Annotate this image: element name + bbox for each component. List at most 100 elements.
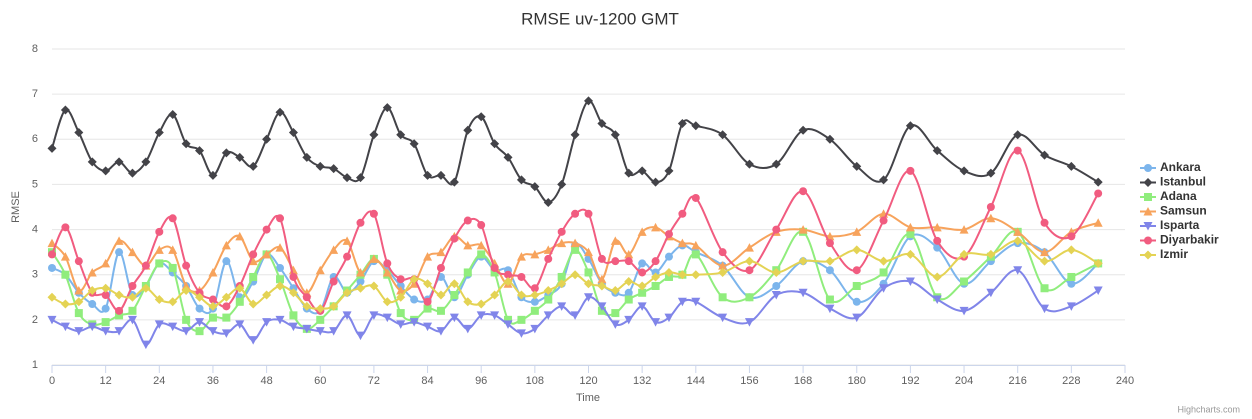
point	[1040, 247, 1050, 257]
point	[825, 239, 834, 248]
point	[235, 297, 244, 306]
point	[986, 213, 996, 223]
y-tick-label: 8	[32, 43, 38, 55]
point	[47, 143, 57, 153]
point	[1013, 130, 1023, 140]
point	[396, 309, 405, 318]
point	[1093, 286, 1103, 296]
series	[48, 146, 1103, 315]
point	[718, 313, 728, 323]
point	[516, 290, 526, 300]
point	[651, 268, 660, 277]
point	[127, 292, 137, 302]
point	[221, 292, 231, 302]
point	[315, 265, 325, 275]
point	[115, 248, 124, 257]
point	[168, 109, 178, 119]
point	[651, 222, 661, 232]
point	[664, 252, 673, 261]
point	[128, 282, 137, 290]
point	[127, 168, 137, 178]
point	[906, 230, 915, 239]
x-tick-label: 108	[526, 375, 544, 387]
point	[423, 304, 432, 313]
point	[101, 258, 111, 268]
point	[342, 173, 352, 183]
point	[181, 327, 191, 336]
legend-item[interactable]: Diyarbakir	[1140, 233, 1219, 247]
point	[986, 249, 996, 259]
y-tick-label: 2	[32, 314, 38, 326]
point	[772, 282, 781, 290]
point	[302, 301, 312, 311]
point	[1013, 236, 1023, 246]
point	[584, 293, 593, 302]
point	[959, 166, 969, 176]
point	[677, 297, 687, 307]
series-line	[51, 230, 1099, 333]
point	[355, 173, 365, 183]
x-tick-label: 96	[475, 375, 487, 387]
legend-item[interactable]: Izmir	[1140, 247, 1188, 261]
point	[932, 222, 942, 232]
point	[584, 96, 593, 106]
point	[168, 297, 178, 307]
point	[87, 286, 97, 296]
point	[490, 290, 500, 300]
point	[718, 248, 727, 257]
point	[504, 270, 513, 279]
point	[905, 121, 915, 131]
point	[1013, 266, 1023, 275]
point	[879, 256, 889, 266]
point	[638, 268, 647, 277]
point	[905, 222, 915, 232]
x-tick-label: 204	[955, 375, 973, 387]
point	[503, 320, 513, 329]
legend-label: Adana	[1160, 189, 1197, 203]
point	[597, 306, 606, 315]
point	[288, 128, 298, 138]
legend-item[interactable]: Adana	[1140, 189, 1197, 203]
point	[248, 256, 258, 266]
legend-symbol	[1144, 164, 1152, 172]
point	[409, 318, 419, 327]
legend-item[interactable]: Samsun	[1140, 204, 1207, 218]
point	[423, 297, 432, 306]
point	[597, 118, 607, 128]
legend-item[interactable]: Istanbul	[1140, 175, 1206, 189]
point	[235, 320, 245, 329]
point	[141, 283, 151, 293]
point	[624, 257, 633, 266]
point	[718, 261, 728, 270]
point	[1040, 256, 1050, 266]
point	[88, 300, 97, 309]
point	[624, 315, 634, 325]
point	[959, 306, 969, 316]
point	[221, 148, 231, 158]
x-tick-label: 24	[153, 375, 165, 387]
legend-label: Samsun	[1160, 204, 1207, 218]
point	[852, 245, 862, 255]
legend-symbol	[1143, 178, 1153, 187]
point	[195, 327, 204, 336]
point	[154, 295, 164, 305]
point	[47, 315, 57, 325]
point	[960, 277, 969, 286]
point	[986, 168, 996, 178]
point	[879, 175, 889, 185]
legend-item[interactable]: Ankara	[1140, 160, 1201, 174]
point	[221, 329, 231, 338]
point	[315, 161, 325, 171]
point	[1040, 284, 1049, 293]
point	[60, 299, 70, 309]
point	[115, 306, 124, 315]
legend-item[interactable]: Isparta	[1140, 218, 1200, 232]
point	[356, 218, 365, 227]
point	[48, 250, 56, 259]
x-tick-label: 216	[1009, 375, 1027, 387]
point	[610, 286, 620, 296]
legend-label: Izmir	[1160, 247, 1188, 261]
point	[288, 288, 298, 298]
point	[1013, 227, 1023, 236]
